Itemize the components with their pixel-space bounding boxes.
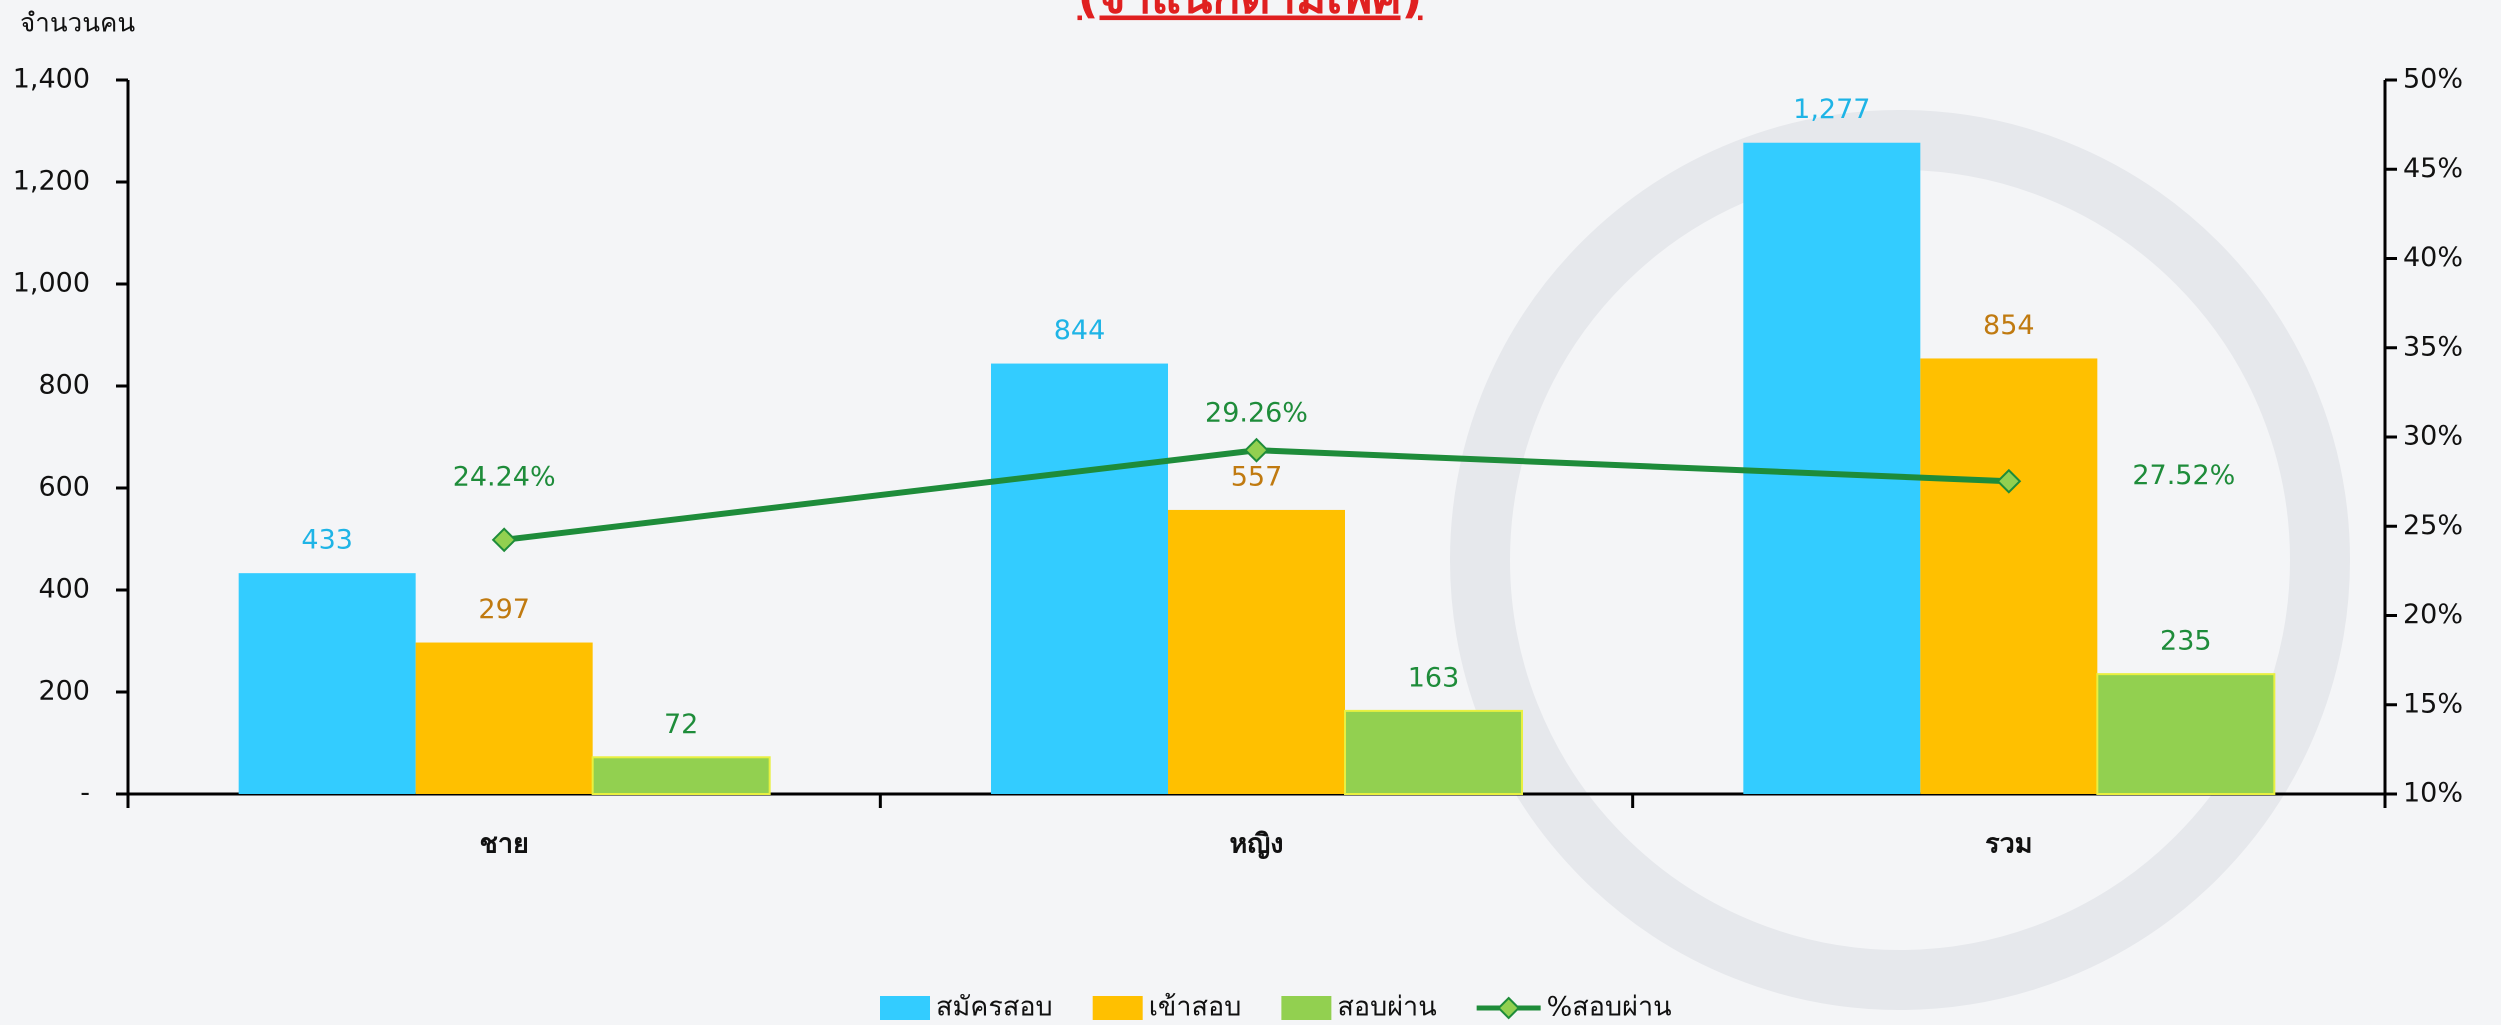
y2-tick-label: 30% (2403, 421, 2463, 452)
bar (2097, 674, 2274, 794)
chart: (จำแนกตามเพศ) จำนวนคน - 200 400 600 800 1,000… (0, 0, 2501, 1025)
y-tick-label: 400 (38, 574, 90, 605)
legend-swatch (1281, 996, 1331, 1020)
y-tick-label: - (80, 778, 90, 809)
x-tick-label: รวม (1985, 829, 2032, 860)
data-label: 235 (2160, 626, 2212, 657)
y2-tick-label: 15% (2403, 688, 2463, 719)
bar (1168, 510, 1345, 794)
y-tick-label: 600 (38, 472, 90, 503)
bar (416, 643, 593, 794)
y2-tick-label: 40% (2403, 242, 2463, 273)
marker (493, 529, 515, 551)
bar (991, 364, 1168, 794)
legend-label: สอบผ่าน (1337, 992, 1436, 1023)
data-label: 1,277 (1793, 94, 1870, 125)
data-label: 844 (1054, 315, 1106, 346)
y-axis-title: จำนวนคน (20, 9, 135, 39)
x-tick-label: หญิง (1230, 829, 1284, 860)
bar (239, 573, 416, 794)
y2-tick-label: 25% (2403, 510, 2463, 541)
data-label: 297 (478, 594, 530, 625)
legend-label: เข้าสอบ (1149, 992, 1242, 1023)
legend-swatch (880, 996, 930, 1020)
y-tick-label: 1,200 (13, 166, 90, 197)
data-label: 557 (1231, 461, 1283, 492)
y-tick-label: 1,000 (13, 268, 90, 299)
data-label: 72 (664, 709, 698, 740)
legend-marker (1499, 998, 1519, 1018)
legend-swatch (1093, 996, 1143, 1020)
line-label: 29.26% (1205, 398, 1308, 429)
y-tick-label: 200 (38, 676, 90, 707)
line-label: 24.24% (453, 461, 556, 492)
chart-title: (จำแนกตามเพศ) (1077, 0, 1422, 24)
legend-label: สมัครสอบ (936, 992, 1053, 1023)
data-label: 433 (301, 525, 353, 556)
y2-tick-label: 35% (2403, 331, 2463, 362)
y2-tick-label: 20% (2403, 599, 2463, 630)
bar (1920, 358, 2097, 794)
bar (1345, 711, 1522, 794)
y2-tick-label: 45% (2403, 153, 2463, 184)
legend-label: %สอบผ่าน (1547, 992, 1672, 1023)
data-label: 163 (1408, 662, 1460, 693)
data-label: 854 (1983, 310, 2035, 341)
y2-tick-label: 50% (2403, 64, 2463, 95)
marker (1246, 439, 1268, 461)
bar (1743, 143, 1920, 794)
y-tick-label: 800 (38, 370, 90, 401)
line-label: 27.52% (2132, 460, 2235, 491)
y2-tick-label: 10% (2403, 778, 2463, 809)
x-tick-label: ชาย (480, 829, 529, 860)
y-tick-label: 1,400 (13, 64, 90, 95)
bar (593, 757, 770, 794)
